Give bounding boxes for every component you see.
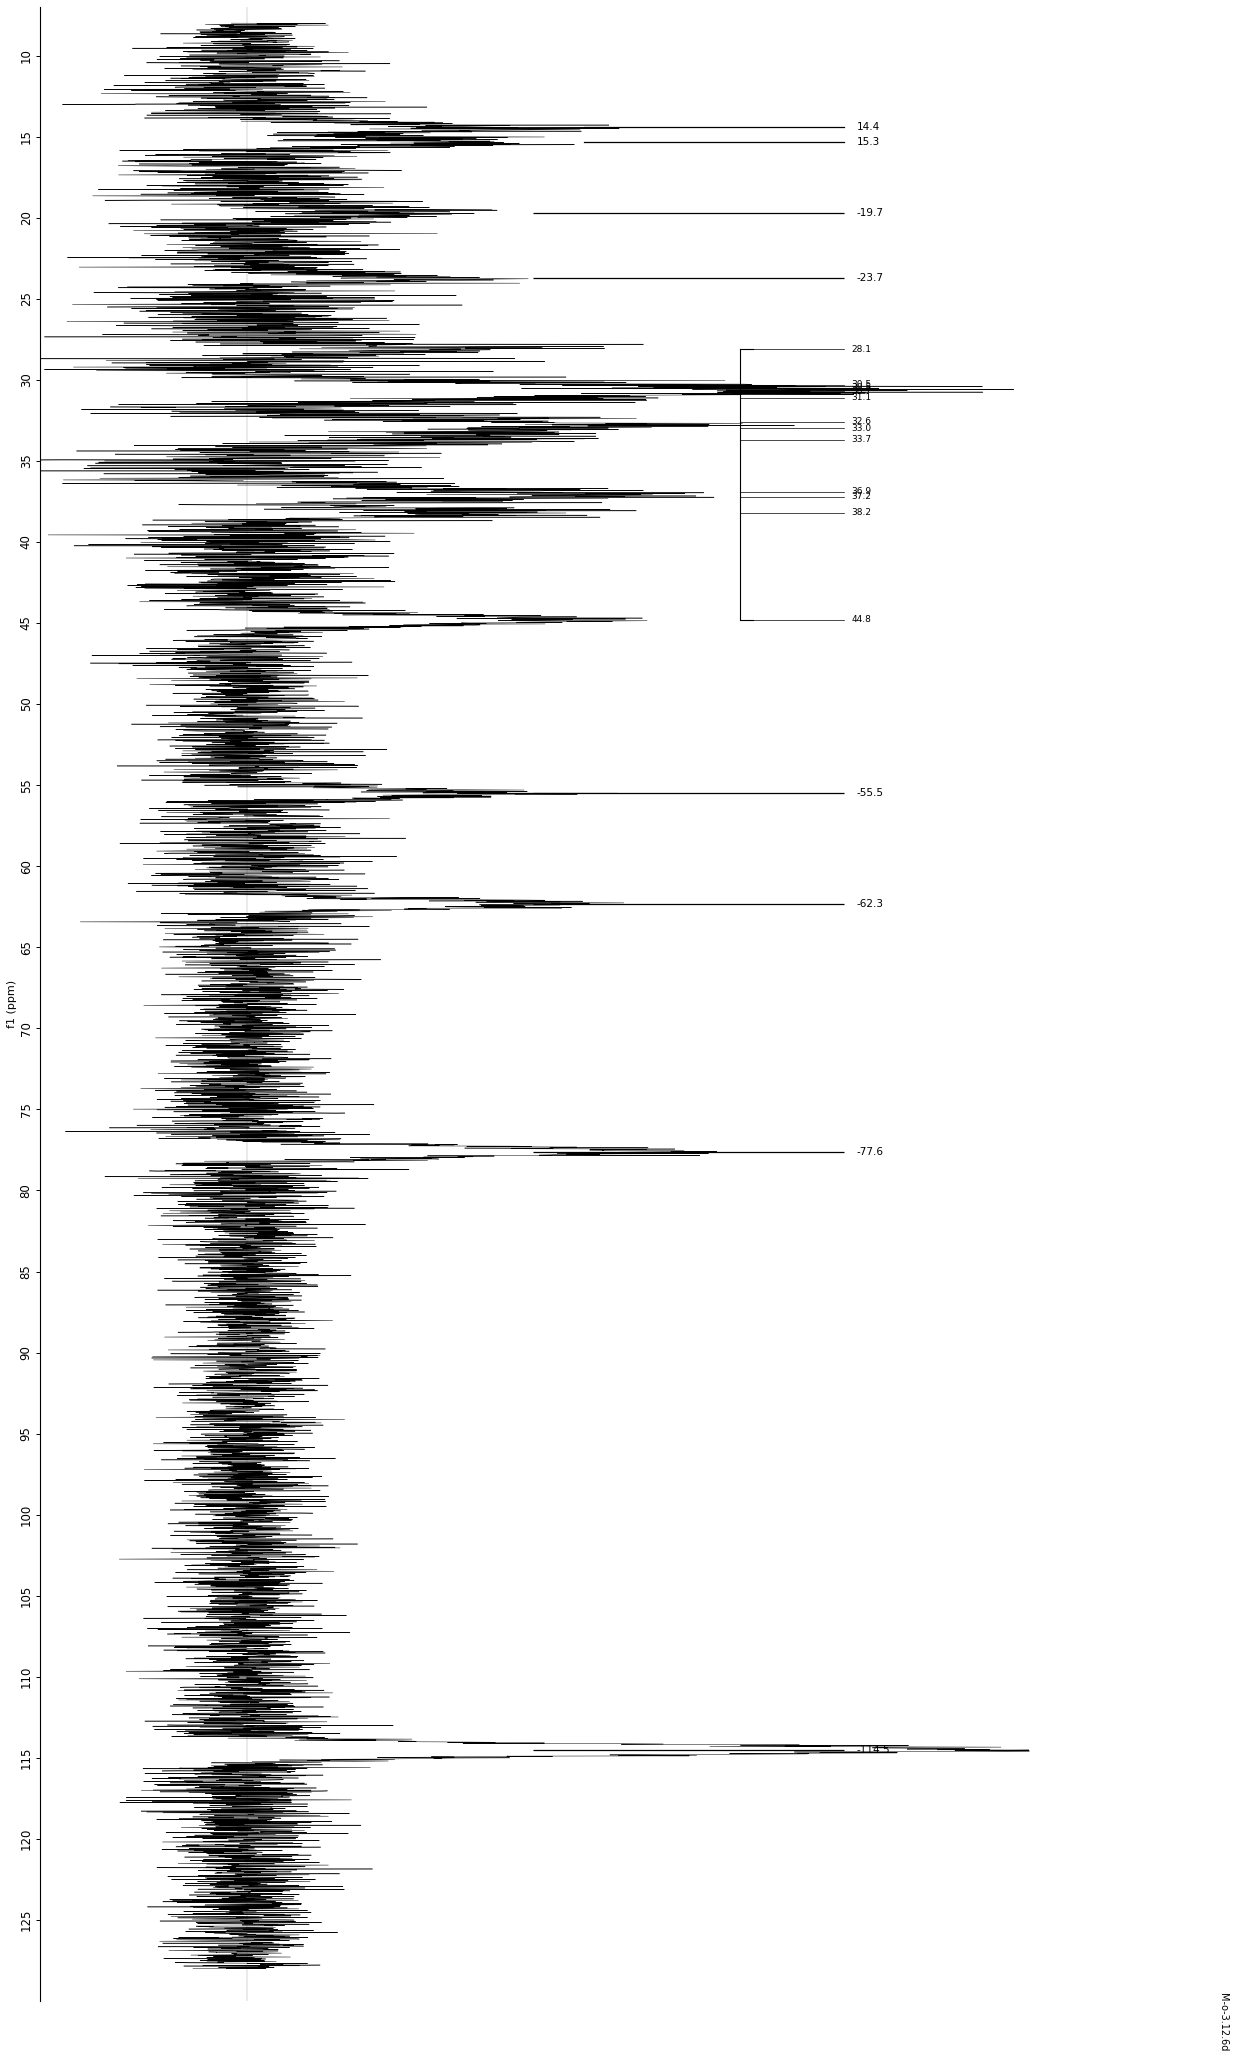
Text: 15.3: 15.3 [857, 136, 880, 146]
Text: 30.5: 30.5 [852, 383, 872, 393]
Text: 32.6: 32.6 [852, 418, 872, 426]
Y-axis label: f1 (ppm): f1 (ppm) [7, 981, 17, 1028]
Text: -23.7: -23.7 [857, 272, 884, 282]
Text: -77.6: -77.6 [857, 1147, 884, 1156]
Text: 38.2: 38.2 [852, 509, 872, 517]
Text: M-o-3.12.6d: M-o-3.12.6d [1218, 1992, 1228, 2052]
Text: -55.5: -55.5 [857, 789, 884, 799]
Text: 33.0: 33.0 [852, 424, 872, 433]
Text: 33.7: 33.7 [852, 435, 872, 445]
Text: -62.3: -62.3 [857, 898, 884, 908]
Text: 30.5: 30.5 [852, 381, 872, 389]
Text: -114.5: -114.5 [857, 1745, 890, 1755]
Text: 14.4: 14.4 [857, 122, 880, 132]
Text: -19.7: -19.7 [857, 208, 884, 218]
Text: 37.2: 37.2 [852, 492, 872, 501]
Text: 31.1: 31.1 [852, 393, 872, 402]
Text: 44.8: 44.8 [852, 616, 872, 624]
Text: 28.1: 28.1 [852, 344, 872, 354]
Text: 36.9: 36.9 [852, 488, 872, 496]
Text: 30.7: 30.7 [852, 387, 872, 396]
